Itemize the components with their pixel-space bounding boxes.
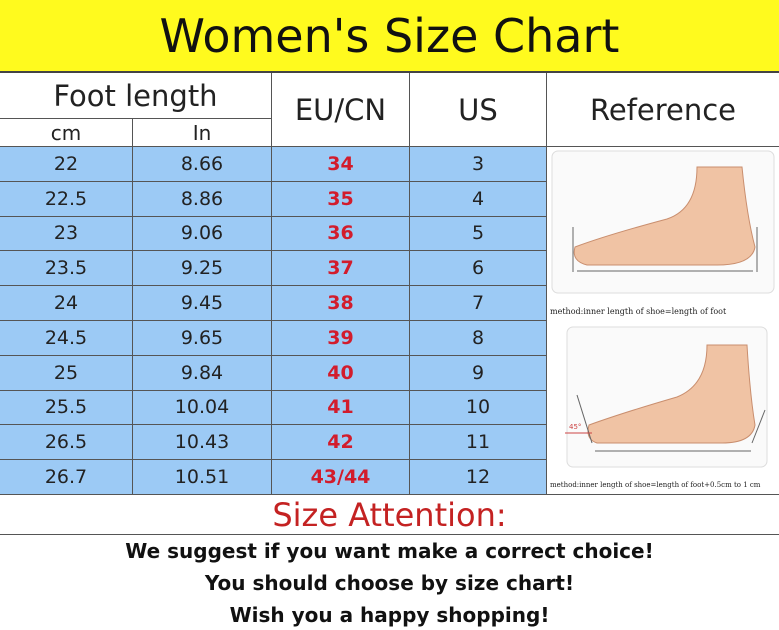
row-us-cell: 9 bbox=[410, 355, 547, 391]
row-eu-cell: 38 bbox=[272, 286, 410, 321]
row-in-cell: 8.86 bbox=[133, 181, 272, 217]
row-us-cell: 12 bbox=[410, 460, 547, 495]
row-eu-cell: 35 bbox=[272, 181, 410, 217]
row-cm-cell: 24.5 bbox=[0, 321, 133, 356]
header-reference: Reference bbox=[547, 73, 779, 147]
row-cm-cell: 26.5 bbox=[0, 425, 133, 461]
row-us-cell: 6 bbox=[410, 251, 547, 287]
size-attention-title: Size Attention: bbox=[0, 495, 779, 535]
row-eu-cell: 42 bbox=[272, 425, 410, 461]
row-eu-cell: 34 bbox=[272, 147, 410, 182]
header-cm: cm bbox=[0, 119, 133, 147]
row-cm-cell: 25.5 bbox=[0, 390, 133, 426]
row-eu-cell: 39 bbox=[272, 321, 410, 356]
row-eu-cell: 37 bbox=[272, 251, 410, 287]
row-in-cell: 9.84 bbox=[133, 355, 272, 391]
row-cm-cell: 23.5 bbox=[0, 251, 133, 287]
foot-diagram-2: 45° bbox=[565, 326, 768, 468]
row-us-cell: 8 bbox=[410, 321, 547, 356]
header-eu-cn: EU/CN bbox=[272, 73, 410, 147]
row-in-cell: 10.04 bbox=[133, 390, 272, 426]
row-cm-cell: 25 bbox=[0, 355, 133, 391]
row-cm-cell: 22.5 bbox=[0, 181, 133, 217]
header-foot-length: Foot length bbox=[0, 73, 272, 119]
row-eu-cell: 40 bbox=[272, 355, 410, 391]
row-eu-cell: 43/44 bbox=[272, 460, 410, 495]
row-us-cell: 7 bbox=[410, 286, 547, 321]
row-cm-cell: 22 bbox=[0, 147, 133, 182]
row-in-cell: 10.43 bbox=[133, 425, 272, 461]
row-in-cell: 9.45 bbox=[133, 286, 272, 321]
row-eu-cell: 41 bbox=[272, 390, 410, 426]
reference-panel: method:inner length of shoe=length of fo… bbox=[547, 147, 779, 495]
row-in-cell: 8.66 bbox=[133, 147, 272, 182]
row-cm-cell: 26.7 bbox=[0, 460, 133, 495]
row-cm-cell: 24 bbox=[0, 286, 133, 321]
row-us-cell: 10 bbox=[410, 390, 547, 426]
attention-line-1: We suggest if you want make a correct ch… bbox=[125, 539, 654, 563]
reference-caption-2: method:inner length of shoe=length of fo… bbox=[550, 481, 761, 489]
row-in-cell: 10.51 bbox=[133, 460, 272, 495]
row-cm-cell: 23 bbox=[0, 216, 133, 252]
row-in-cell: 9.65 bbox=[133, 321, 272, 356]
angle-label: 45° bbox=[569, 423, 581, 431]
chart-title: Women's Size Chart bbox=[0, 0, 779, 73]
row-us-cell: 11 bbox=[410, 425, 547, 461]
row-in-cell: 9.25 bbox=[133, 251, 272, 287]
row-in-cell: 9.06 bbox=[133, 216, 272, 252]
foot-diagram-1 bbox=[551, 150, 775, 294]
row-eu-cell: 36 bbox=[272, 216, 410, 252]
reference-caption-1: method:inner length of shoe=length of fo… bbox=[550, 307, 727, 316]
attention-line-2: You should choose by size chart! bbox=[204, 571, 575, 595]
attention-line-3: Wish you a happy shopping! bbox=[229, 603, 550, 627]
header-us: US bbox=[410, 73, 547, 147]
row-us-cell: 3 bbox=[410, 147, 547, 182]
header-in: In bbox=[133, 119, 272, 147]
row-us-cell: 5 bbox=[410, 216, 547, 252]
row-us-cell: 4 bbox=[410, 181, 547, 217]
